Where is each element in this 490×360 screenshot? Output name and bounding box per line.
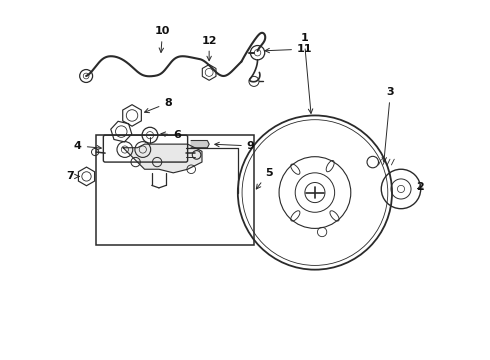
Text: 11: 11 (265, 44, 313, 54)
Text: 6: 6 (161, 130, 181, 140)
Polygon shape (191, 140, 209, 148)
Text: 9: 9 (215, 141, 255, 151)
Text: 4: 4 (74, 141, 101, 151)
Text: 7: 7 (66, 171, 79, 181)
Text: 3: 3 (382, 87, 394, 162)
Text: 10: 10 (155, 26, 170, 53)
Text: 12: 12 (201, 36, 217, 61)
Text: 1: 1 (300, 33, 313, 113)
Polygon shape (123, 144, 202, 173)
Bar (96, 135, 254, 244)
Text: 2: 2 (416, 182, 424, 192)
Text: 8: 8 (145, 98, 172, 113)
Text: 5: 5 (256, 168, 272, 189)
